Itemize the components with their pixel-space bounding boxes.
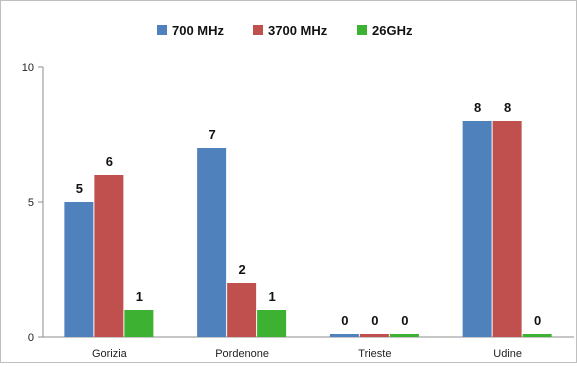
bar xyxy=(64,202,94,337)
data-labels: 5 6 1 7 2 1 0 0 0 8 8 0 xyxy=(76,100,541,328)
legend-swatch xyxy=(357,25,367,35)
bar xyxy=(94,175,124,337)
data-label: 0 xyxy=(341,313,348,328)
data-label: 5 xyxy=(76,181,83,196)
bar xyxy=(492,121,522,337)
y-tick-label: 10 xyxy=(22,62,34,74)
bar xyxy=(389,334,419,337)
y-tick-label: 0 xyxy=(28,332,34,344)
legend-label: 3700 MHz xyxy=(268,23,328,38)
bar xyxy=(462,121,492,337)
x-category-label: Pordenone xyxy=(215,348,269,360)
data-label: 0 xyxy=(534,313,541,328)
data-label: 7 xyxy=(209,127,216,142)
bar xyxy=(227,283,257,337)
x-category-label: Udine xyxy=(493,348,522,360)
bars xyxy=(64,121,552,337)
legend-swatch xyxy=(253,25,263,35)
data-label: 1 xyxy=(269,289,276,304)
legend: 700 MHz 3700 MHz 26GHz xyxy=(157,23,413,38)
bar xyxy=(257,310,287,337)
data-label: 0 xyxy=(371,313,378,328)
x-category-label: Trieste xyxy=(358,348,391,360)
bar xyxy=(522,334,552,337)
bar xyxy=(359,334,389,337)
legend-label: 26GHz xyxy=(372,23,413,38)
legend-label: 700 MHz xyxy=(172,23,225,38)
data-label: 1 xyxy=(136,289,143,304)
bar xyxy=(329,334,359,337)
y-tick-label: 5 xyxy=(28,197,34,209)
data-label: 8 xyxy=(504,100,511,115)
x-category-label: Gorizia xyxy=(92,348,128,360)
data-label: 0 xyxy=(401,313,408,328)
data-label: 8 xyxy=(474,100,481,115)
legend-swatch xyxy=(157,25,167,35)
bar xyxy=(124,310,154,337)
bar xyxy=(197,148,227,337)
data-label: 6 xyxy=(106,154,113,169)
data-label: 2 xyxy=(239,262,246,277)
